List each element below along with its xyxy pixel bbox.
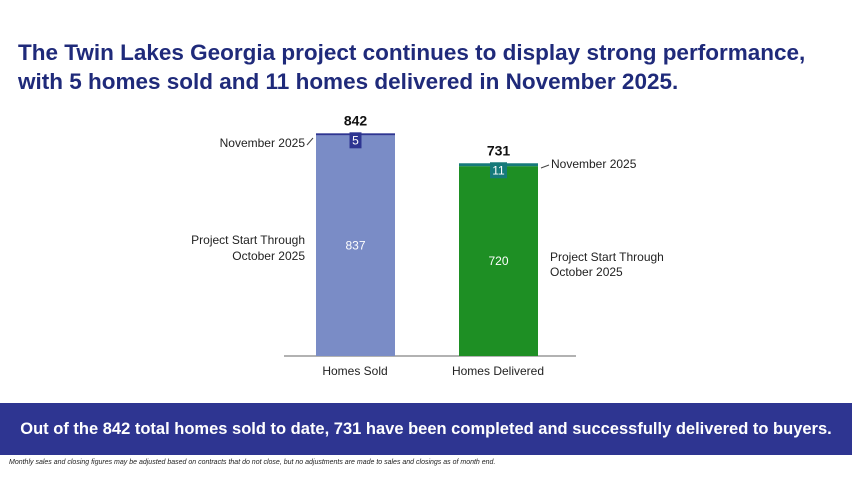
leader-line (540, 164, 550, 169)
annotation-left-base: October 2025 (232, 249, 305, 263)
annotation-right-top: November 2025 (551, 157, 637, 171)
summary-banner: Out of the 842 total homes sold to date,… (0, 403, 852, 455)
annotation-right-base: October 2025 (550, 265, 623, 279)
total-label: 731 (487, 142, 511, 158)
x-tick-label: Homes Sold (322, 364, 387, 378)
bar-segment-base (459, 166, 538, 356)
annotation-left-top: November 2025 (220, 136, 306, 150)
segment-label-box (490, 162, 507, 179)
segment-label-base: 720 (488, 254, 508, 268)
segment-label-box (349, 132, 362, 149)
segment-label-base: 837 (345, 239, 365, 253)
annotation-left-base: Project Start Through (191, 233, 305, 247)
footnote: Monthly sales and closing figures may be… (9, 459, 496, 466)
bar-segment-base (316, 135, 395, 356)
annotation-right-base: Project Start Through (550, 250, 664, 264)
page-title: The Twin Lakes Georgia project continues… (18, 40, 806, 94)
segment-label-top: 5 (352, 133, 359, 147)
stacked-bar-chart: 837 5 842 720 11 731 Homes Sold Homes Deliver… (191, 112, 664, 378)
segment-label-top: 11 (492, 163, 505, 177)
leader-line (306, 137, 314, 146)
x-tick-label: Homes Delivered (452, 364, 544, 378)
total-label: 842 (344, 112, 368, 128)
